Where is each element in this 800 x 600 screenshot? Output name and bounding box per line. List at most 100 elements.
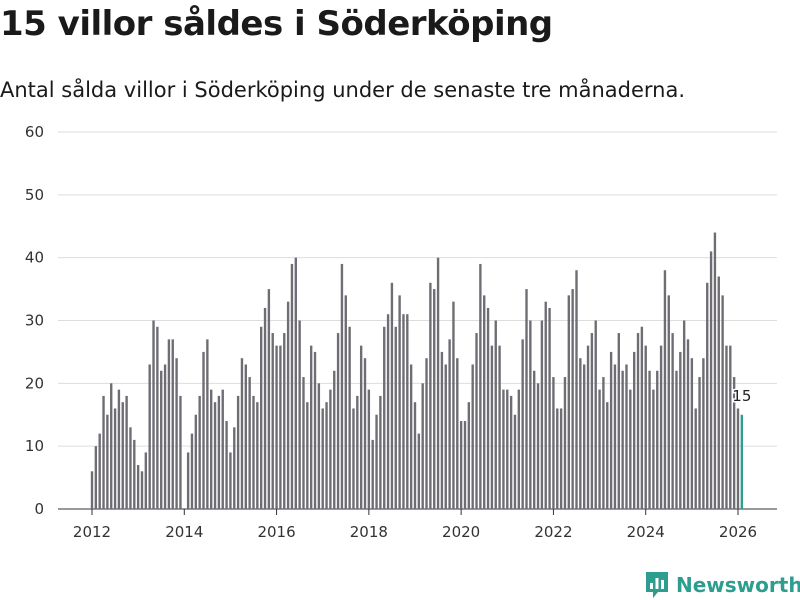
bar	[706, 282, 709, 509]
x-tick-label: 2016	[257, 523, 295, 541]
bar	[529, 320, 532, 509]
bar	[579, 358, 582, 509]
bar	[590, 333, 594, 509]
bar	[206, 339, 209, 509]
bar	[333, 370, 336, 509]
bar	[402, 314, 405, 509]
bar	[179, 395, 182, 509]
bar	[229, 452, 232, 509]
bar	[498, 345, 501, 509]
bar	[721, 295, 724, 509]
bar	[167, 339, 171, 509]
bar	[517, 389, 521, 509]
bar	[483, 295, 486, 509]
bar	[729, 345, 732, 509]
x-tick-label: 2014	[165, 523, 203, 541]
bar	[225, 421, 228, 509]
bar	[421, 383, 424, 509]
bar	[533, 370, 536, 509]
bar	[567, 295, 570, 509]
bar	[571, 289, 574, 509]
bar	[471, 364, 474, 509]
bar	[479, 263, 482, 509]
y-tick-label: 0	[34, 500, 44, 518]
bar	[417, 433, 421, 509]
bar	[732, 377, 736, 509]
bar	[475, 333, 478, 509]
bar	[725, 345, 728, 509]
bar	[617, 333, 620, 509]
bar	[286, 301, 290, 509]
bar	[290, 263, 294, 509]
bar	[113, 408, 117, 509]
newsworthy-logo-icon	[646, 572, 668, 598]
bar	[448, 339, 451, 509]
bar	[106, 414, 109, 509]
bar	[110, 383, 113, 509]
bar	[632, 351, 636, 509]
chart-title: 15 villor såldes i Söderköping	[0, 4, 553, 44]
bar	[621, 370, 624, 509]
bar	[436, 257, 440, 509]
bar	[548, 307, 551, 509]
brand-name: Newsworthy	[676, 573, 800, 597]
bar	[698, 377, 701, 509]
bar	[486, 307, 490, 509]
bar	[256, 402, 259, 509]
bar	[463, 421, 467, 509]
bar	[675, 370, 678, 509]
bar	[648, 370, 651, 509]
bar	[152, 320, 155, 509]
bar	[452, 301, 455, 509]
bar	[160, 370, 163, 509]
bar	[413, 402, 417, 509]
bar	[379, 395, 382, 509]
bars	[90, 232, 744, 509]
bar	[336, 333, 340, 509]
bar	[594, 320, 597, 509]
bar	[233, 427, 236, 509]
x-tick-label: 2020	[442, 523, 480, 541]
bar	[344, 295, 347, 509]
bar	[267, 289, 271, 509]
bar	[94, 446, 98, 509]
bar	[171, 339, 174, 509]
y-tick-label: 40	[25, 249, 44, 267]
bar	[198, 395, 201, 509]
bar	[444, 364, 447, 509]
bar	[352, 408, 355, 509]
bar	[359, 345, 363, 509]
x-tick-label: 2012	[73, 523, 111, 541]
bar	[279, 345, 282, 509]
bar	[98, 433, 101, 509]
highlight-value-label: 15	[732, 387, 751, 405]
bar	[90, 471, 94, 509]
bar	[356, 395, 359, 509]
bar	[598, 389, 601, 509]
chart-subtitle: Antal sålda villor i Söderköping under d…	[0, 78, 685, 102]
bar	[163, 364, 167, 509]
bar	[260, 326, 263, 509]
bar	[248, 377, 251, 509]
bar	[544, 301, 547, 509]
bar	[221, 389, 224, 509]
bar	[644, 345, 647, 509]
bar	[736, 408, 740, 509]
x-tick-label: 2024	[627, 523, 665, 541]
bar	[467, 402, 471, 509]
bar	[313, 351, 317, 509]
bar	[102, 395, 105, 509]
y-tick-label: 60	[25, 123, 44, 141]
bar	[521, 339, 524, 509]
bar	[656, 370, 659, 509]
y-tick-label: 10	[25, 437, 44, 455]
bar	[210, 389, 213, 509]
bar	[375, 414, 378, 509]
bar	[509, 395, 513, 509]
bar	[140, 471, 144, 509]
bar	[702, 358, 705, 509]
bar	[186, 452, 190, 509]
bar	[609, 351, 613, 509]
bar	[586, 345, 590, 509]
